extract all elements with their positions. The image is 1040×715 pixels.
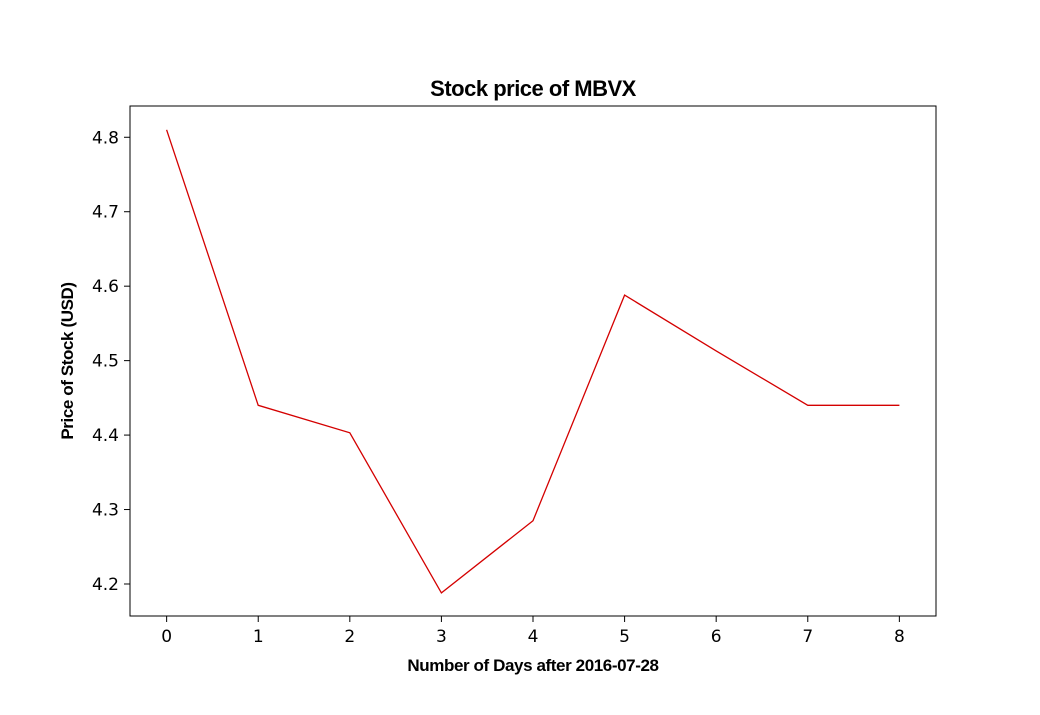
- chart-title: Stock price of MBVX: [430, 76, 636, 101]
- x-axis: 0 1 2 3 4 5 6 7 8: [161, 616, 905, 647]
- series-layer: [165, 129, 900, 594]
- y-tick-label: 4.3: [92, 501, 119, 521]
- y-tick-label: 4.8: [92, 128, 119, 148]
- y-axis: 4.2 4.3 4.4 4.5 4.6 4.7 4.8: [92, 128, 130, 595]
- y-tick-label: 4.7: [92, 203, 119, 223]
- x-tick-label: 5: [619, 627, 630, 647]
- y-tick-label: 4.6: [92, 277, 119, 297]
- x-tick-label: 7: [802, 627, 813, 647]
- x-axis-label: Number of Days after 2016-07-28: [407, 656, 658, 675]
- x-tick-label: 1: [253, 627, 264, 647]
- x-tick-label: 2: [344, 627, 355, 647]
- x-tick-label: 6: [711, 627, 722, 647]
- x-tick-label: 0: [161, 627, 172, 647]
- plot-area: [129, 105, 937, 617]
- x-tick-label: 4: [528, 627, 539, 647]
- y-axis-label: Price of Stock (USD): [58, 282, 77, 439]
- y-tick-label: 4.5: [92, 352, 119, 372]
- y-tick-label: 4.4: [92, 426, 119, 446]
- y-tick-label: 4.2: [92, 575, 119, 595]
- series-line: [165, 129, 900, 594]
- x-tick-label: 8: [894, 627, 905, 647]
- x-tick-label: 3: [436, 627, 447, 647]
